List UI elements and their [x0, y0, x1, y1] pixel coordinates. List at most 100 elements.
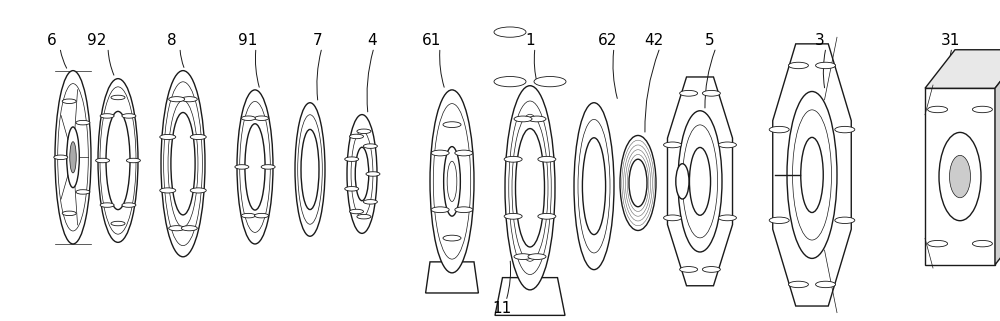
- Circle shape: [928, 106, 948, 113]
- Circle shape: [788, 281, 808, 288]
- Circle shape: [528, 254, 546, 259]
- Circle shape: [972, 240, 992, 247]
- Circle shape: [664, 142, 682, 148]
- Circle shape: [357, 129, 371, 134]
- Circle shape: [718, 142, 736, 148]
- Circle shape: [181, 97, 197, 102]
- Circle shape: [350, 209, 364, 214]
- Circle shape: [538, 213, 556, 219]
- Ellipse shape: [70, 142, 76, 173]
- Text: 6: 6: [47, 33, 57, 48]
- Circle shape: [534, 76, 566, 87]
- Ellipse shape: [355, 147, 369, 201]
- Circle shape: [769, 126, 789, 133]
- Ellipse shape: [444, 147, 460, 216]
- Circle shape: [126, 158, 140, 163]
- Ellipse shape: [301, 129, 319, 210]
- Circle shape: [160, 188, 176, 193]
- Ellipse shape: [245, 124, 265, 210]
- Ellipse shape: [295, 103, 325, 236]
- Circle shape: [835, 126, 855, 133]
- Circle shape: [514, 254, 532, 259]
- Text: 92: 92: [87, 33, 107, 48]
- Ellipse shape: [347, 115, 377, 233]
- Circle shape: [443, 235, 461, 241]
- Ellipse shape: [629, 159, 647, 207]
- Text: 5: 5: [705, 33, 715, 48]
- Circle shape: [514, 116, 532, 122]
- Ellipse shape: [801, 137, 823, 213]
- Text: 42: 42: [644, 33, 664, 48]
- Circle shape: [528, 116, 546, 122]
- Circle shape: [169, 97, 185, 102]
- Ellipse shape: [67, 127, 79, 187]
- Circle shape: [702, 266, 720, 272]
- Circle shape: [788, 62, 808, 69]
- Circle shape: [122, 203, 136, 207]
- Circle shape: [235, 165, 249, 169]
- Ellipse shape: [98, 79, 138, 242]
- Ellipse shape: [950, 155, 971, 198]
- Circle shape: [190, 134, 206, 140]
- Circle shape: [835, 217, 855, 223]
- Circle shape: [816, 281, 836, 288]
- Ellipse shape: [58, 83, 88, 231]
- Ellipse shape: [161, 71, 205, 257]
- Ellipse shape: [55, 71, 91, 244]
- Ellipse shape: [676, 164, 689, 199]
- Polygon shape: [773, 44, 851, 306]
- Ellipse shape: [516, 129, 544, 247]
- Polygon shape: [925, 88, 995, 265]
- Circle shape: [443, 122, 461, 127]
- Circle shape: [96, 158, 110, 163]
- Circle shape: [62, 99, 76, 103]
- Circle shape: [122, 114, 136, 118]
- Circle shape: [431, 207, 449, 213]
- Circle shape: [431, 150, 449, 156]
- Circle shape: [928, 240, 948, 247]
- Circle shape: [816, 62, 836, 69]
- Polygon shape: [995, 50, 1000, 265]
- Circle shape: [169, 226, 185, 231]
- Ellipse shape: [939, 132, 981, 221]
- Circle shape: [62, 211, 76, 216]
- Ellipse shape: [574, 103, 614, 270]
- Circle shape: [664, 215, 682, 221]
- Text: 91: 91: [238, 33, 258, 48]
- Circle shape: [255, 116, 269, 120]
- Text: 61: 61: [422, 33, 442, 48]
- Ellipse shape: [582, 138, 606, 235]
- Text: 31: 31: [940, 33, 960, 48]
- Polygon shape: [925, 50, 1000, 88]
- Circle shape: [190, 188, 206, 193]
- Ellipse shape: [106, 111, 130, 210]
- Ellipse shape: [237, 90, 273, 244]
- Circle shape: [455, 207, 473, 213]
- Circle shape: [241, 116, 255, 120]
- Circle shape: [160, 134, 176, 140]
- Ellipse shape: [678, 111, 722, 252]
- Circle shape: [972, 106, 992, 113]
- Polygon shape: [495, 278, 565, 315]
- Circle shape: [504, 156, 522, 162]
- Circle shape: [455, 150, 473, 156]
- Circle shape: [494, 76, 526, 87]
- Circle shape: [345, 157, 359, 161]
- Ellipse shape: [689, 147, 711, 215]
- Circle shape: [181, 226, 197, 231]
- Circle shape: [363, 200, 377, 204]
- Circle shape: [345, 187, 359, 191]
- Ellipse shape: [620, 135, 656, 230]
- Circle shape: [769, 217, 789, 223]
- Circle shape: [261, 165, 275, 169]
- Ellipse shape: [505, 86, 555, 290]
- Text: 4: 4: [367, 33, 377, 48]
- Circle shape: [100, 203, 114, 207]
- Circle shape: [718, 215, 736, 221]
- Ellipse shape: [171, 113, 195, 215]
- Circle shape: [241, 213, 255, 218]
- Ellipse shape: [430, 90, 474, 273]
- Text: 8: 8: [167, 33, 177, 48]
- Circle shape: [76, 120, 90, 125]
- Text: 3: 3: [815, 33, 825, 48]
